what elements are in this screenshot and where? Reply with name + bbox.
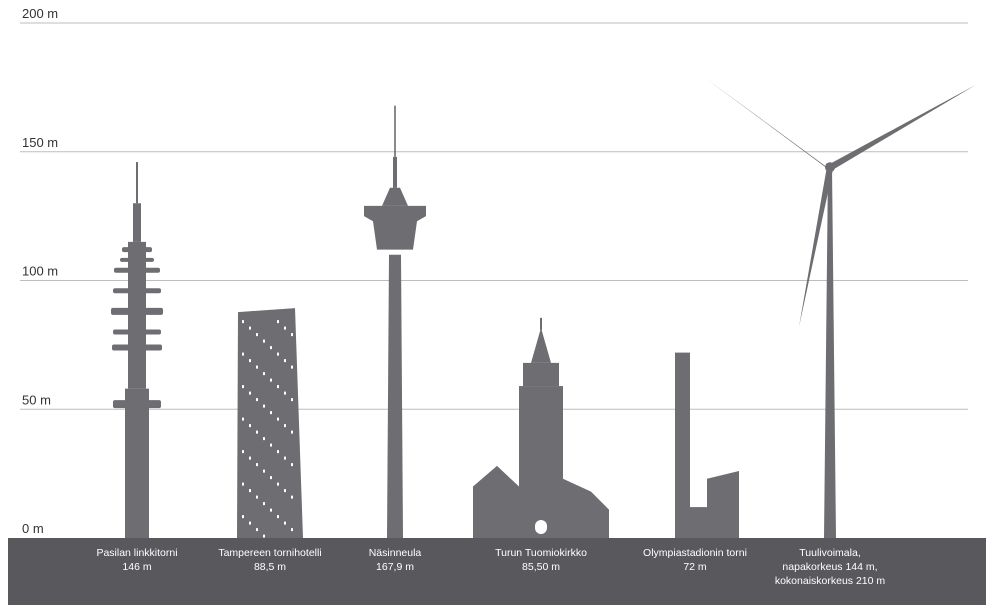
structure-label: 72 m — [683, 561, 707, 573]
y-tick-label: 0 m — [22, 521, 44, 536]
structure-label: 88,5 m — [254, 561, 286, 573]
structure-captions: Pasilan linkkitorni 146 m Tampereen tornih… — [96, 547, 885, 587]
y-tick-label: 200 m — [22, 6, 58, 21]
structure-label: 146 m — [122, 561, 151, 573]
structure-hotel — [237, 308, 303, 538]
structure-label: Olympiastadionin torni — [643, 547, 747, 559]
structure-mast — [111, 162, 163, 538]
structure-label: Pasilan linkkitorni — [96, 547, 177, 559]
y-tick-label: 50 m — [22, 392, 51, 407]
gridlines — [20, 22, 968, 410]
structure-label: Tampereen tornihotelli — [218, 547, 321, 559]
structure-label: Näsinneula — [369, 547, 422, 559]
structure-label: Turun Tuomiokirkko — [495, 547, 587, 559]
structure-silhouettes — [111, 77, 976, 538]
structure-cathedral — [473, 317, 609, 538]
y-tick-labels: 0 m 50 m 100 m 150 m 200 m — [22, 6, 58, 536]
structure-turbine — [704, 77, 976, 538]
structure-label: kokonaiskorkeus 210 m — [775, 575, 886, 587]
structure-label: Tuulivoimala, — [799, 547, 860, 559]
y-tick-label: 100 m — [22, 264, 58, 279]
ground-band — [8, 538, 986, 605]
structure-needle — [364, 105, 426, 538]
structure-label: 167,9 m — [376, 561, 414, 573]
bar-mark — [695, 353, 696, 354]
structure-label: napakorkeus 144 m, — [782, 561, 877, 573]
y-tick-label: 150 m — [22, 135, 58, 150]
structure-stadium — [675, 352, 739, 538]
structure-label: 85,50 m — [522, 561, 560, 573]
